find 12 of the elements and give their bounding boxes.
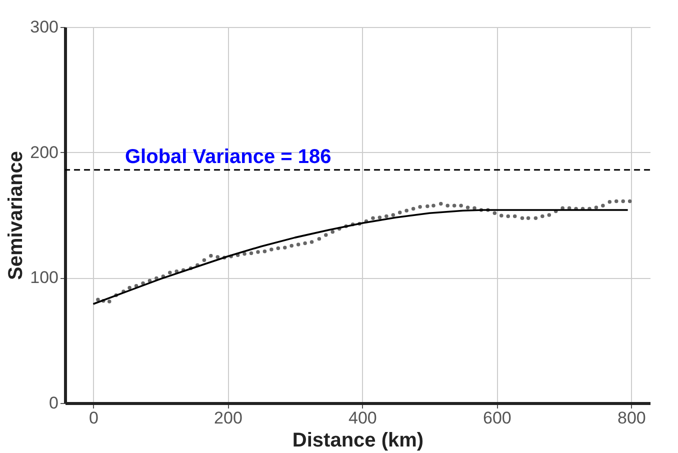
x-tick-label: 200 <box>214 408 242 428</box>
y-tick-label: 200 <box>30 142 58 162</box>
x-tick-label: 600 <box>483 408 512 428</box>
y-axis-title: Semivariance <box>5 151 28 280</box>
y-tick-label: 100 <box>30 268 58 288</box>
x-tick-label: 0 <box>89 408 98 428</box>
y-tick-label: 300 <box>30 18 58 36</box>
x-tick-label: 400 <box>348 408 377 428</box>
ref-line-label: Global Variance = 186 <box>125 146 332 168</box>
y-tick-label: 0 <box>49 394 58 412</box>
x-axis-title: Distance (km) <box>292 430 424 452</box>
x-tick-label: 800 <box>617 408 646 428</box>
